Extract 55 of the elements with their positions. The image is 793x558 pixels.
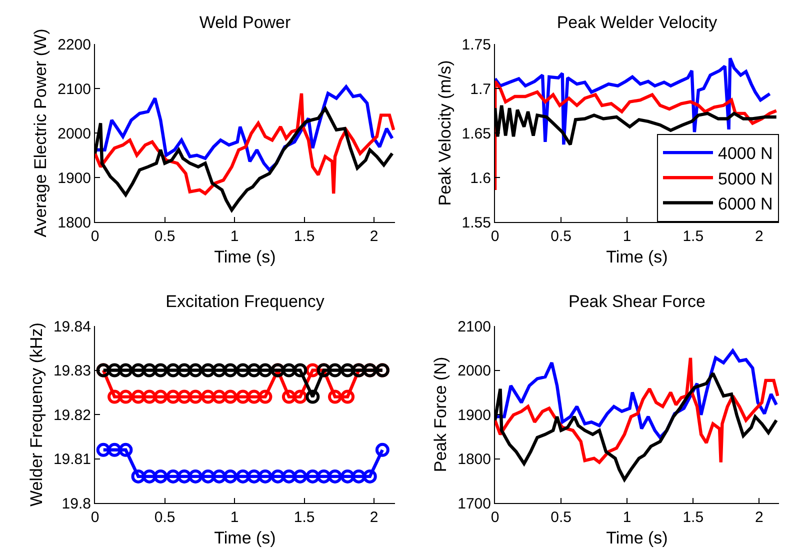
chart-title: Peak Welder Velocity [556,12,718,32]
y-tick-label: 1900 [458,406,491,424]
x-tick-label: 1 [622,509,632,526]
x-tick-label: 2 [370,509,378,526]
y-tick-label: 1.75 [462,36,491,54]
x-tick-label: 0.5 [154,228,176,245]
y-tick-label: 19.84 [53,318,91,336]
x-axis-title: Time (s) [214,247,276,266]
x-tick-label: 0.5 [154,509,176,526]
x-tick-label: 0.5 [550,509,572,526]
chart-title: Excitation Frequency [166,292,325,311]
x-axis-title: Time (s) [214,528,276,548]
legend-label: 5000 N [718,169,773,188]
y-tick-label: 19.8 [62,495,91,512]
x-tick-label: 0.5 [550,228,572,245]
x-tick-label: 1.5 [682,228,704,245]
y-tick-label: 1700 [458,495,491,512]
y-tick-label: 1.55 [462,214,491,232]
chart-title: Peak Shear Force [568,292,706,311]
x-axis-title: Time (s) [606,247,668,266]
x-tick-label: 0 [490,509,500,526]
legend-label: 4000 N [718,144,773,164]
legend-label: 6000 N [718,194,773,214]
x-tick-label: 1.5 [294,228,315,245]
y-tick-label: 2000 [58,125,91,142]
chart-title: Weld Power [199,12,291,32]
y-tick-label: 1900 [58,170,91,187]
x-tick-label: 2 [370,228,378,245]
x-tick-label: 0 [490,228,500,245]
x-tick-label: 1 [230,228,239,245]
y-tick-label: 2000 [458,362,491,380]
x-axis-title: Time (s) [606,528,668,548]
y-tick-label: 1.6 [470,170,491,187]
x-tick-label: 1.5 [294,509,315,526]
y-tick-label: 1.65 [462,125,491,142]
x-tick-label: 1 [230,509,239,526]
y-tick-label: 19.83 [53,362,91,380]
x-tick-label: 1 [622,228,632,245]
y-tick-label: 1800 [458,451,491,468]
y-tick-label: 2200 [58,36,91,54]
y-axis-title: Peak Velocity (m/s) [435,60,454,206]
x-tick-label: 0 [90,509,100,526]
y-tick-label: 1.7 [470,80,491,98]
y-tick-label: 2100 [58,80,91,98]
y-tick-label: 19.82 [53,406,91,424]
x-tick-label: 2 [755,509,764,526]
y-axis-title: Peak Force (N) [431,356,450,472]
x-tick-label: 0 [90,228,100,245]
y-tick-label: 1800 [58,214,91,232]
y-axis-title: Welder Frequency (kHz) [27,322,46,506]
x-tick-label: 1.5 [682,509,704,526]
y-tick-label: 19.81 [53,451,91,468]
x-tick-label: 2 [755,228,764,245]
y-tick-label: 2100 [458,318,491,336]
y-axis-title: Average Electric Power (W) [31,28,50,238]
